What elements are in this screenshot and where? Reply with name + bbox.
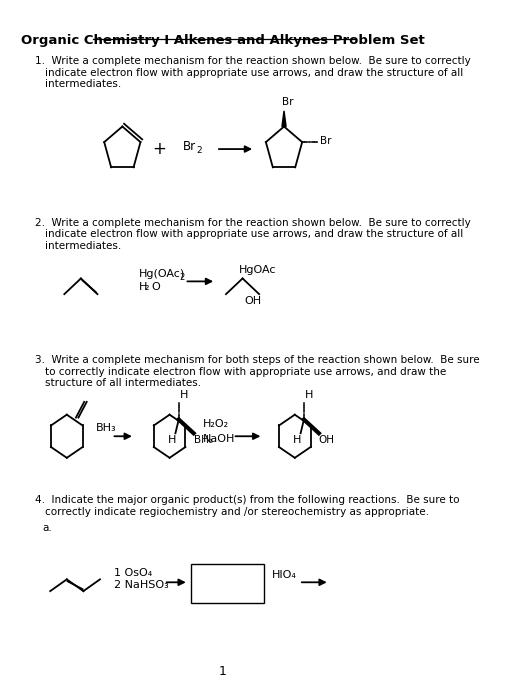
Text: H: H xyxy=(139,282,147,293)
Text: Organic Chemistry I Alkenes and Alkynes Problem Set: Organic Chemistry I Alkenes and Alkynes … xyxy=(21,34,425,48)
Text: 2.  Write a complete mechanism for the reaction shown below.  Be sure to correct: 2. Write a complete mechanism for the re… xyxy=(35,218,471,228)
Text: Br: Br xyxy=(282,97,294,107)
Text: structure of all intermediates.: structure of all intermediates. xyxy=(45,379,202,389)
Text: O: O xyxy=(151,282,160,293)
Text: OH: OH xyxy=(244,296,261,306)
Text: H₂O₂: H₂O₂ xyxy=(203,419,229,430)
Text: 2 NaHSO₃: 2 NaHSO₃ xyxy=(114,580,169,590)
Text: Br: Br xyxy=(183,139,196,153)
Text: H: H xyxy=(305,390,313,400)
Text: H: H xyxy=(293,435,302,445)
Text: indicate electron flow with appropriate use arrows, and draw the structure of al: indicate electron flow with appropriate … xyxy=(45,68,463,78)
Text: NaOH: NaOH xyxy=(203,434,235,444)
Text: H: H xyxy=(168,435,176,445)
Text: intermediates.: intermediates. xyxy=(45,241,122,251)
Text: OH: OH xyxy=(319,435,335,445)
Text: ₂: ₂ xyxy=(145,282,149,293)
Text: 2: 2 xyxy=(180,272,185,281)
Text: correctly indicate regiochemistry and /or stereochemistry as appropriate.: correctly indicate regiochemistry and /o… xyxy=(45,507,429,517)
Text: Br: Br xyxy=(320,136,331,146)
Text: to correctly indicate electron flow with appropriate use arrows, and draw the: to correctly indicate electron flow with… xyxy=(45,367,446,377)
Text: 2: 2 xyxy=(196,146,202,155)
Text: +: + xyxy=(153,140,167,158)
Text: a.: a. xyxy=(42,522,52,533)
Text: BH₂: BH₂ xyxy=(193,435,213,445)
Text: indicate electron flow with appropriate use arrows, and draw the structure of al: indicate electron flow with appropriate … xyxy=(45,230,463,239)
Text: 4.  Indicate the major organic product(s) from the following reactions.  Be sure: 4. Indicate the major organic product(s)… xyxy=(35,495,460,505)
Text: BH₃: BH₃ xyxy=(96,424,116,433)
Text: H: H xyxy=(180,390,188,400)
Text: HIO₄: HIO₄ xyxy=(271,570,297,580)
Text: 1 OsO₄: 1 OsO₄ xyxy=(114,568,152,578)
Text: 3.  Write a complete mechanism for both steps of the reaction shown below.  Be s: 3. Write a complete mechanism for both s… xyxy=(35,355,480,365)
Text: intermediates.: intermediates. xyxy=(45,80,122,90)
Text: 1.  Write a complete mechanism for the reaction shown below.  Be sure to correct: 1. Write a complete mechanism for the re… xyxy=(35,56,471,66)
Text: Hg(OAc): Hg(OAc) xyxy=(139,269,185,279)
Polygon shape xyxy=(282,111,286,127)
Bar xyxy=(191,564,264,603)
Text: 1: 1 xyxy=(219,666,227,678)
Text: HgOAc: HgOAc xyxy=(239,265,276,274)
